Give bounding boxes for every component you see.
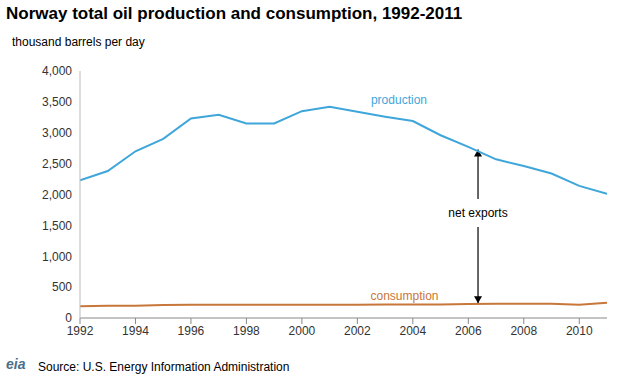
html-text:Source: U.S. Energy Informatio: Source: U.S. Energy Information Administ… <box>38 360 290 374</box>
html-text:thousand barrels per day: thousand barrels per day <box>12 35 145 49</box>
svg-text:2010: 2010 <box>566 324 593 338</box>
svg-text:500: 500 <box>52 280 72 294</box>
html-text:eia: eia <box>6 356 26 372</box>
svg-text:net exports: net exports <box>448 206 507 220</box>
svg-text:consumption: consumption <box>370 289 438 303</box>
svg-text:1994: 1994 <box>122 324 149 338</box>
svg-text:1998: 1998 <box>233 324 260 338</box>
svg-text:0: 0 <box>65 311 72 325</box>
svg-text:2004: 2004 <box>399 324 426 338</box>
svg-text:2006: 2006 <box>455 324 482 338</box>
svg-text:1996: 1996 <box>178 324 205 338</box>
svg-text:2002: 2002 <box>344 324 371 338</box>
html-text:Norway total oil production an: Norway total oil production and consumpt… <box>6 4 463 23</box>
svg-text:1,500: 1,500 <box>42 219 72 233</box>
svg-text:2,000: 2,000 <box>42 188 72 202</box>
svg-text:production: production <box>371 93 427 107</box>
svg-text:3,000: 3,000 <box>42 126 72 140</box>
svg-text:2000: 2000 <box>289 324 316 338</box>
svg-text:3,500: 3,500 <box>42 95 72 109</box>
svg-text:1992: 1992 <box>67 324 94 338</box>
svg-text:1,000: 1,000 <box>42 250 72 264</box>
svg-text:2008: 2008 <box>510 324 537 338</box>
svg-text:2,500: 2,500 <box>42 157 72 171</box>
svg-text:4,000: 4,000 <box>42 64 72 78</box>
